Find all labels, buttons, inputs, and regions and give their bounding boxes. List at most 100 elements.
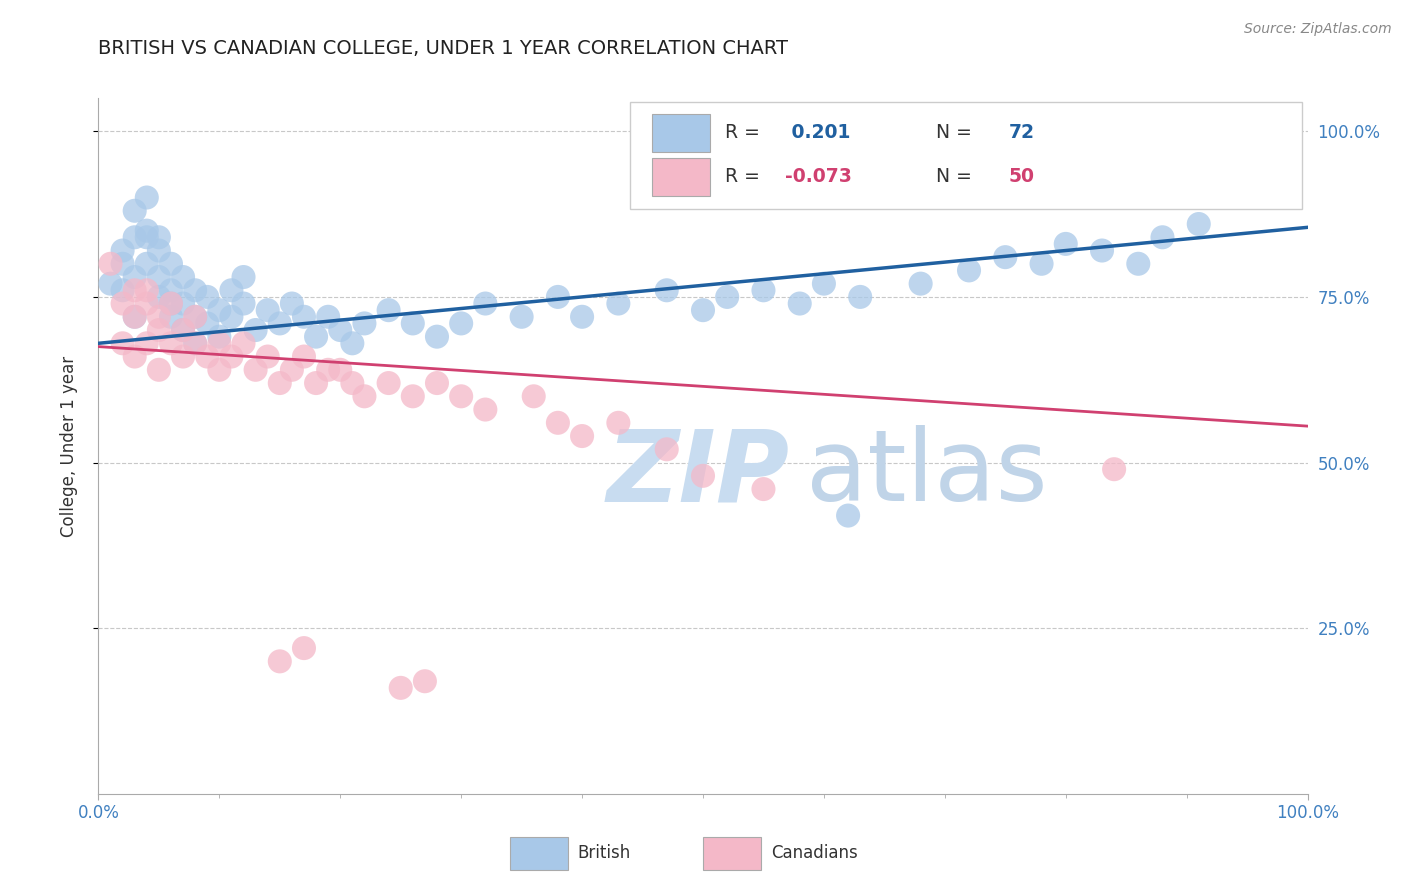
Point	[1091, 244, 1114, 258]
Point	[111, 296, 134, 310]
Point	[342, 336, 364, 351]
Point	[474, 402, 496, 417]
Point	[353, 317, 375, 331]
Point	[655, 442, 678, 457]
Point	[148, 230, 170, 244]
Point	[1188, 217, 1211, 231]
Point	[221, 283, 243, 297]
Point	[389, 681, 412, 695]
Point	[910, 277, 932, 291]
Point	[135, 257, 157, 271]
Point	[329, 363, 352, 377]
Point	[353, 389, 375, 403]
Point	[426, 329, 449, 343]
Point	[292, 350, 315, 364]
Point	[184, 310, 207, 324]
Point	[124, 350, 146, 364]
Text: 50: 50	[1010, 167, 1035, 186]
Point	[148, 310, 170, 324]
Point	[547, 290, 569, 304]
Point	[160, 296, 183, 310]
FancyBboxPatch shape	[509, 837, 568, 871]
Point	[849, 290, 872, 304]
FancyBboxPatch shape	[703, 837, 761, 871]
Point	[837, 508, 859, 523]
Point	[221, 350, 243, 364]
Point	[148, 270, 170, 285]
Point	[245, 323, 267, 337]
Point	[329, 323, 352, 337]
Point	[523, 389, 546, 403]
Text: British: British	[578, 844, 630, 862]
Point	[716, 290, 738, 304]
Point	[402, 317, 425, 331]
Point	[1102, 462, 1125, 476]
Text: R =: R =	[724, 123, 766, 143]
Point	[450, 317, 472, 331]
Point	[208, 336, 231, 351]
Point	[172, 296, 194, 310]
Point	[232, 296, 254, 310]
FancyBboxPatch shape	[630, 102, 1302, 210]
Point	[305, 376, 328, 390]
Point	[377, 376, 399, 390]
Point	[402, 389, 425, 403]
Point	[607, 416, 630, 430]
Point	[148, 244, 170, 258]
Point	[1236, 190, 1258, 204]
Point	[184, 336, 207, 351]
Point	[160, 310, 183, 324]
Point	[221, 310, 243, 324]
Point	[100, 277, 122, 291]
Point	[124, 283, 146, 297]
Point	[172, 323, 194, 337]
Point	[377, 303, 399, 318]
Text: Canadians: Canadians	[770, 844, 858, 862]
Point	[124, 310, 146, 324]
Point	[135, 336, 157, 351]
Point	[208, 363, 231, 377]
Text: ZIP: ZIP	[606, 425, 789, 523]
Point	[160, 283, 183, 297]
Point	[1152, 230, 1174, 244]
Text: R =: R =	[724, 167, 766, 186]
Point	[269, 654, 291, 668]
Point	[571, 429, 593, 443]
Point	[1260, 170, 1282, 185]
Point	[135, 190, 157, 204]
Point	[111, 283, 134, 297]
Point	[172, 323, 194, 337]
Point	[160, 296, 183, 310]
Point	[571, 310, 593, 324]
Point	[195, 350, 218, 364]
Point	[135, 230, 157, 244]
Point	[208, 329, 231, 343]
Point	[148, 323, 170, 337]
Text: N =: N =	[936, 123, 979, 143]
Point	[281, 296, 304, 310]
Point	[342, 376, 364, 390]
FancyBboxPatch shape	[652, 114, 710, 152]
Point	[232, 270, 254, 285]
Point	[208, 303, 231, 318]
Point	[184, 336, 207, 351]
Point	[316, 310, 339, 324]
FancyBboxPatch shape	[652, 158, 710, 196]
Point	[450, 389, 472, 403]
Point	[184, 310, 207, 324]
Point	[292, 310, 315, 324]
Point	[474, 296, 496, 310]
Text: N =: N =	[936, 167, 979, 186]
Point	[426, 376, 449, 390]
Point	[148, 363, 170, 377]
Point	[135, 283, 157, 297]
Point	[111, 336, 134, 351]
Point	[100, 257, 122, 271]
Point	[813, 277, 835, 291]
Point	[160, 257, 183, 271]
Text: -0.073: -0.073	[785, 167, 852, 186]
Point	[957, 263, 980, 277]
Point	[413, 674, 436, 689]
Text: BRITISH VS CANADIAN COLLEGE, UNDER 1 YEAR CORRELATION CHART: BRITISH VS CANADIAN COLLEGE, UNDER 1 YEA…	[98, 39, 789, 58]
Point	[135, 224, 157, 238]
